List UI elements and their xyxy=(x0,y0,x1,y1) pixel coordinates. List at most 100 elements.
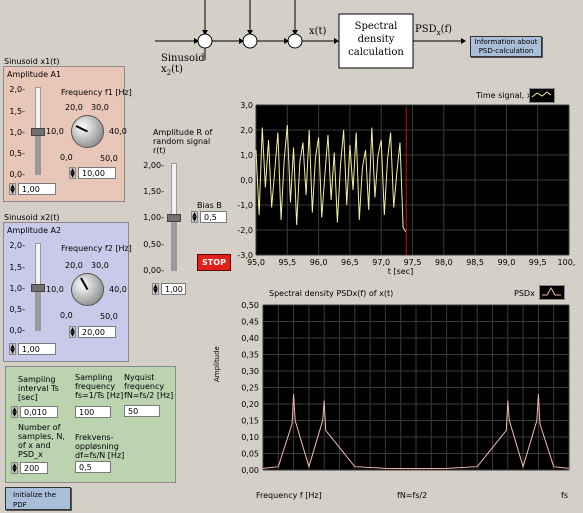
random-tick: 1,00- xyxy=(143,213,164,222)
nyquist-frequency-label: Nyquist frequency fN=fs/2 [Hz] xyxy=(124,373,174,400)
time-chart-legend-swatch xyxy=(529,88,555,103)
frequency-f2-label: Frequency f2 [Hz] xyxy=(61,244,132,253)
sampling-interval-label: Sampling interval Ts [sec] xyxy=(18,375,59,402)
frequency-resolution-display: 0,5 xyxy=(75,461,111,473)
amp1-slider-fill xyxy=(36,131,40,174)
time-ytick-label: 0,0 xyxy=(240,176,253,185)
psd-ytick-label: 0,25 xyxy=(241,384,259,393)
sampling-frequency-label: Sampling frequency fs=1/Ts [Hz] xyxy=(75,373,124,400)
freq1-spinner[interactable]: ▲ ▼ xyxy=(69,167,76,179)
amp1-tick: 0,5- xyxy=(9,149,25,158)
time-xtick-label: 100,0 xyxy=(558,258,575,267)
psd-xlabel-nyquist: fN=fs/2 xyxy=(397,491,428,500)
psd-ytick-label: 0,05 xyxy=(241,450,259,459)
time-ytick-label: 3,0 xyxy=(240,101,253,110)
psd-chart-title: Spectral density PSDx(f) of x(t) xyxy=(269,289,394,298)
amp1-tick: 0,0- xyxy=(9,170,25,179)
amplitude-a1-slider[interactable] xyxy=(31,87,45,175)
psd-ytick-label: 0,50 xyxy=(241,301,259,310)
frequency-f2-knob[interactable] xyxy=(71,273,104,306)
time-xtick-label: 95,0 xyxy=(247,258,265,267)
random-tick: 2,00- xyxy=(143,161,164,170)
sampling-panel: Sampling interval Ts [sec] Sampling freq… xyxy=(5,366,176,483)
random-tick: 0,00- xyxy=(143,266,164,275)
amp2-input[interactable]: 1,00 xyxy=(18,343,56,355)
knob2-tick: 40,0 xyxy=(109,285,127,294)
bias-spinner[interactable]: ▲ ▼ xyxy=(191,211,198,223)
info-psd-button[interactable]: Information about PSD-calculation xyxy=(470,36,542,57)
bias-label: Bias B xyxy=(197,201,222,210)
amplitude-a2-slider[interactable] xyxy=(31,243,45,331)
initialize-pdf-button[interactable]: Initialize the PDF xyxy=(5,487,71,510)
random-input[interactable]: 1,00 xyxy=(161,283,186,295)
time-xtick-label: 96,0 xyxy=(310,258,328,267)
amp2-spinner[interactable]: ▲ ▼ xyxy=(9,343,16,355)
amplitude-a2-label: Amplitude A2 xyxy=(7,226,62,235)
number-of-samples-input[interactable]: 200 xyxy=(20,462,48,474)
knob1-tick: 50,0 xyxy=(100,154,118,163)
time-xtick-label: 99,0 xyxy=(497,258,515,267)
random-tick: 0,50- xyxy=(143,240,164,249)
amp2-tick: 1,5- xyxy=(9,263,25,272)
psd-legend-swatch xyxy=(539,285,565,300)
time-ytick-label: -1,0 xyxy=(237,201,253,210)
psd-ytick-label: 0,20 xyxy=(241,400,259,409)
block-diagram xyxy=(155,0,466,69)
time-ytick-label: -2,0 xyxy=(237,226,253,235)
time-ytick-label: -3,0 xyxy=(237,251,253,260)
time-xtick-label: 97,5 xyxy=(404,258,422,267)
signal-x-label: x(t) xyxy=(309,26,327,37)
sinusoid1-title: Sinusoid x1(t) xyxy=(4,57,60,66)
frequency-f1-knob[interactable] xyxy=(71,115,104,148)
knob2-tick: 10,0 xyxy=(46,285,64,294)
time-chart-legend-label: Time signal, x xyxy=(476,91,532,100)
random-spinner[interactable]: ▲ ▼ xyxy=(152,283,159,295)
frequency-resolution-label: Frekvens-oppløsning df=fs/N [Hz] xyxy=(75,433,125,460)
knob1-tick: 20,0 xyxy=(65,103,83,112)
amp1-tick: 1,0- xyxy=(9,128,25,137)
random-slider-fill xyxy=(172,217,176,270)
freq2-input[interactable]: 20,00 xyxy=(78,326,116,338)
psd-xlabel-fs: fs xyxy=(561,491,568,500)
amp2-tick: 2,0- xyxy=(9,241,25,250)
amp2-slider-fill xyxy=(36,287,40,330)
psd-ytick-label: 0,00 xyxy=(241,466,259,475)
amp2-tick: 0,0- xyxy=(9,326,25,335)
knob1-tick: 40,0 xyxy=(109,127,127,136)
time-ytick-label: 2,0 xyxy=(240,126,253,135)
psd-line xyxy=(262,394,570,470)
time-xtick-label: 98,0 xyxy=(435,258,453,267)
psd-legend-line xyxy=(542,286,561,296)
time-signal-chart: 95,0 95,5 96,0 96,5 97,0 97,5 98,0 98,5 99,0 99,5… xyxy=(237,101,575,275)
nyquist-frequency-display: 50 xyxy=(124,405,160,417)
psd-chart: 0,50 0,45 0,40 0,35 0,30 0,25 0,20 0,15 0,10 0,05… xyxy=(241,301,570,475)
random-amplitude-slider[interactable] xyxy=(167,163,181,271)
samples-spinner[interactable]: ▲ ▼ xyxy=(11,462,18,474)
psd-ytick-label: 0,45 xyxy=(241,318,259,327)
amp2-slider-thumb[interactable] xyxy=(31,284,45,292)
amp1-slider-thumb[interactable] xyxy=(31,128,45,136)
sampling-interval-input[interactable]: 0,010 xyxy=(20,406,58,418)
sinusoid1-panel: Amplitude A1 Frequency f1 [Hz] 2,0- 1,5-… xyxy=(3,66,132,202)
time-xtick-label: 95,5 xyxy=(278,258,296,267)
psd-output-label: PSDx(f) xyxy=(415,24,453,37)
interval-spinner[interactable]: ▲ ▼ xyxy=(11,406,18,418)
amp2-tick: 0,5- xyxy=(9,305,25,314)
time-xlabel: t [sec] xyxy=(388,267,413,275)
amplitude-a1-label: Amplitude A1 xyxy=(7,70,62,79)
psd-legend-label: PSDx xyxy=(514,289,535,298)
freq2-spinner[interactable]: ▲ ▼ xyxy=(69,326,76,338)
knob2-tick: 0,0 xyxy=(60,311,73,320)
bias-input[interactable]: 0,5 xyxy=(200,211,227,223)
amp1-tick: 2,0- xyxy=(9,85,25,94)
freq1-input[interactable]: 10,00 xyxy=(78,167,116,179)
amp1-input[interactable]: 1,00 xyxy=(18,183,56,195)
psd-ytick-label: 0,15 xyxy=(241,417,259,426)
stop-button[interactable]: STOP xyxy=(197,254,231,271)
random-slider-thumb[interactable] xyxy=(167,214,181,222)
amp2-tick: 1,0- xyxy=(9,284,25,293)
knob1-pointer xyxy=(75,125,88,133)
psd-xlabel-frequency: Frequency f [Hz] xyxy=(256,491,322,500)
amp1-spinner[interactable]: ▲ ▼ xyxy=(9,183,16,195)
psd-ytick-label: 0,30 xyxy=(241,367,259,376)
